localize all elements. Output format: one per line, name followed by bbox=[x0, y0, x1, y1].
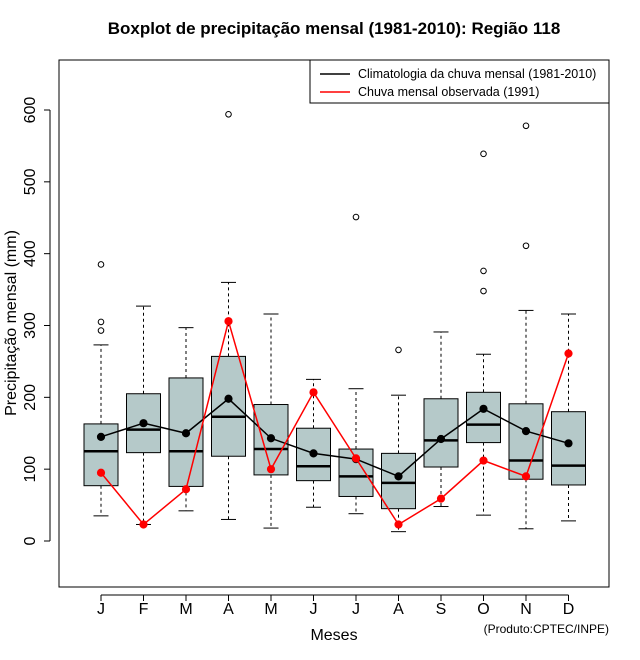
series-point bbox=[479, 456, 488, 465]
credit-text: (Produto:CPTEC/INPE) bbox=[484, 622, 609, 636]
x-tick-label: A bbox=[223, 601, 234, 618]
series-climatology bbox=[96, 394, 573, 481]
box-6 bbox=[296, 378, 331, 508]
outlier-point bbox=[97, 318, 105, 326]
legend: Climatologia da chuva mensal (1981-2010)… bbox=[309, 59, 610, 104]
series-point bbox=[479, 404, 488, 413]
outlier-point bbox=[225, 111, 232, 118]
box-iqr bbox=[423, 398, 459, 468]
series-point bbox=[521, 426, 531, 436]
legend-label-climatology: Climatologia da chuva mensal (1981-2010) bbox=[358, 67, 596, 81]
series-point bbox=[394, 520, 403, 529]
outlier-point bbox=[480, 287, 487, 295]
series-layer bbox=[96, 317, 573, 529]
series-point bbox=[96, 468, 106, 477]
box-4 bbox=[211, 111, 246, 520]
series-point bbox=[436, 434, 446, 444]
y-tick-label: 100 bbox=[22, 456, 39, 483]
box-iqr bbox=[551, 411, 586, 486]
outlier-point bbox=[522, 242, 530, 250]
outlier-point bbox=[395, 346, 402, 354]
y-tick-label: 600 bbox=[22, 97, 39, 124]
x-tick-label: J bbox=[310, 601, 318, 618]
box-3 bbox=[168, 327, 204, 512]
y-tick-label: 0 bbox=[22, 536, 39, 545]
series-line bbox=[100, 318, 570, 526]
series-point bbox=[181, 429, 191, 438]
series-point bbox=[309, 449, 318, 458]
y-axis-label: Precipitação mensal (mm) bbox=[3, 230, 20, 416]
legend-box bbox=[309, 59, 610, 104]
series-point bbox=[266, 434, 276, 443]
box-1 bbox=[83, 261, 119, 517]
box-11 bbox=[508, 122, 544, 530]
x-tick-label: S bbox=[436, 601, 447, 618]
series-point bbox=[224, 394, 233, 403]
chart-title: Boxplot de precipitação mensal (1981-201… bbox=[108, 19, 561, 38]
series-point bbox=[139, 419, 148, 428]
outlier-point bbox=[522, 122, 530, 130]
y-tick-label: 500 bbox=[22, 168, 39, 195]
outlier-point bbox=[480, 150, 487, 158]
box-8 bbox=[381, 346, 416, 533]
outlier-point bbox=[352, 213, 360, 221]
series-point bbox=[436, 494, 446, 503]
y-tick-label: 400 bbox=[22, 240, 39, 267]
x-tick-label: A bbox=[393, 601, 404, 618]
y-tick-label: 300 bbox=[22, 312, 39, 339]
x-tick-label: M bbox=[179, 601, 192, 618]
boxes-layer bbox=[83, 111, 586, 533]
series-observed bbox=[96, 317, 573, 529]
outlier-point bbox=[480, 267, 487, 275]
box-iqr bbox=[211, 355, 246, 457]
series-point bbox=[96, 432, 106, 441]
x-tick-label: F bbox=[139, 601, 149, 618]
x-tick-label: J bbox=[352, 601, 360, 618]
series-point bbox=[309, 388, 318, 397]
series-point bbox=[181, 485, 191, 494]
box-5 bbox=[253, 313, 289, 529]
x-tick-label: D bbox=[563, 601, 575, 618]
x-tick-label: J bbox=[97, 601, 105, 618]
y-tick-label: 200 bbox=[22, 384, 39, 411]
series-point bbox=[564, 439, 573, 448]
series-point bbox=[266, 465, 276, 474]
x-tick-label: O bbox=[477, 601, 489, 618]
x-tick-label: N bbox=[520, 601, 532, 618]
box-12 bbox=[551, 313, 586, 522]
box-9 bbox=[423, 331, 459, 508]
series-point bbox=[564, 349, 573, 358]
series-point bbox=[224, 317, 233, 326]
legend-label-observed: Chuva mensal observada (1991) bbox=[358, 85, 539, 99]
box-2 bbox=[126, 305, 161, 525]
series-point bbox=[521, 472, 531, 481]
x-axis-label: Meses bbox=[310, 627, 357, 644]
x-tick-label: M bbox=[264, 601, 277, 618]
series-point bbox=[394, 472, 403, 481]
box-7 bbox=[338, 213, 374, 515]
series-line bbox=[100, 397, 569, 478]
outlier-point bbox=[97, 327, 105, 334]
series-point bbox=[351, 454, 361, 463]
outlier-point bbox=[97, 261, 105, 268]
y-axis: 0 100 200 300 400 500 600 bbox=[22, 97, 51, 545]
series-point bbox=[139, 520, 148, 529]
box-iqr bbox=[381, 452, 416, 510]
